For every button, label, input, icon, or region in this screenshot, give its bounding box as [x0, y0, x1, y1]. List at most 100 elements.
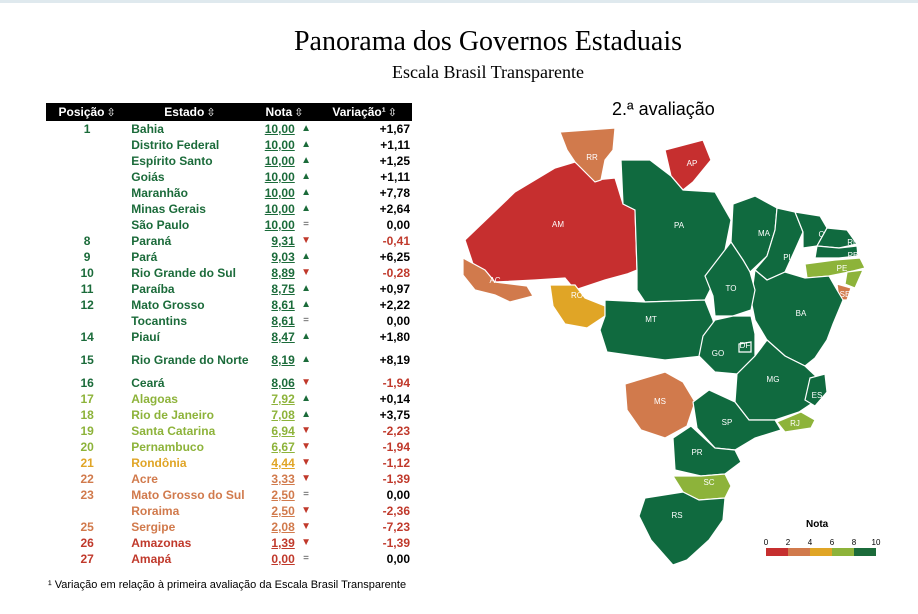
state-rn[interactable]: [816, 227, 859, 249]
score-cell[interactable]: 8,89: [271, 266, 295, 280]
score-cell[interactable]: 1,39: [271, 536, 295, 550]
variation-cell: -2,36: [382, 504, 410, 518]
legend-swatch: [766, 548, 788, 556]
state-pr[interactable]: [672, 425, 742, 477]
variation-cell: -7,23: [382, 520, 410, 534]
score-cell[interactable]: 6,67: [271, 440, 295, 454]
variation-cell: +8,19: [379, 353, 410, 367]
header-position[interactable]: Posição ⇳: [46, 103, 129, 121]
down-arrow-icon: ▼: [301, 505, 312, 516]
position-cell: 12: [80, 298, 94, 312]
state-rj[interactable]: [776, 411, 816, 433]
state-label: DF: [740, 341, 751, 350]
variation-cell: +1,80: [379, 330, 410, 344]
sort-icon[interactable]: ⇳: [387, 107, 397, 119]
up-arrow-icon: ▲: [301, 251, 312, 262]
score-cell[interactable]: 7,92: [271, 392, 295, 406]
score-cell[interactable]: 10,00: [264, 218, 295, 232]
header-variation[interactable]: Variação¹ ⇳: [317, 103, 412, 121]
header-score[interactable]: Nota ⇳: [251, 103, 318, 121]
state-label: TO: [726, 284, 737, 293]
position-cell: 11: [80, 282, 94, 296]
table-row: 20 Pernambuco 6,67 ▼ -1,94: [46, 439, 412, 455]
legend-swatch: [788, 548, 810, 556]
score-cell[interactable]: 8,61: [271, 314, 295, 328]
sort-icon[interactable]: ⇳: [106, 107, 116, 119]
state-ms[interactable]: [624, 371, 696, 439]
table-row: 27 Amapá 0,00 = 0,00: [46, 551, 412, 567]
position-cell: [46, 185, 128, 201]
score-cell[interactable]: 10,00: [264, 186, 295, 200]
state-cell: Piauí: [131, 330, 160, 344]
score-cell[interactable]: 9,03: [271, 250, 295, 264]
score-cell[interactable]: 4,44: [271, 456, 295, 470]
state-pb[interactable]: [814, 245, 859, 259]
score-cell[interactable]: 10,00: [264, 154, 295, 168]
position-cell: 22: [80, 472, 94, 486]
state-ba[interactable]: [750, 268, 844, 367]
state-cell: Roraima: [131, 504, 180, 518]
score-cell[interactable]: 10,00: [264, 138, 295, 152]
table-row: 25 Sergipe 2,08 ▼ -7,23: [46, 519, 412, 535]
state-label: SP: [722, 418, 733, 427]
score-cell[interactable]: 10,00: [264, 122, 295, 136]
variation-cell: +1,67: [379, 122, 410, 136]
up-arrow-icon: ▲: [301, 203, 312, 214]
sort-icon[interactable]: ⇳: [294, 107, 304, 119]
up-arrow-icon: ▲: [301, 187, 312, 198]
state-label: MT: [645, 315, 657, 324]
state-ac[interactable]: [462, 256, 534, 303]
state-sp[interactable]: [692, 389, 782, 451]
ranking-body: 1 Bahia 10,00 ▲ +1,67 Distrito Federal 10,00 ▲ +…: [46, 121, 412, 567]
page-title: Panorama dos Governos Estaduais: [293, 26, 683, 57]
position-cell: [46, 503, 128, 519]
state-cell: Rio Grande do Sul: [131, 266, 236, 280]
legend-title: Nota: [806, 519, 829, 530]
header-state[interactable]: Estado ⇳: [128, 103, 252, 121]
state-label: PB: [848, 251, 859, 260]
state-label: GO: [712, 349, 724, 358]
state-cell: Paraná: [131, 234, 172, 248]
score-cell[interactable]: 6,94: [271, 424, 295, 438]
state-df[interactable]: [738, 341, 752, 353]
score-cell[interactable]: 2,08: [271, 520, 295, 534]
score-cell[interactable]: 10,00: [264, 170, 295, 184]
score-cell[interactable]: 3,33: [271, 472, 295, 486]
table-row: Tocantins 8,61 = 0,00: [46, 313, 412, 329]
score-cell[interactable]: 2,50: [271, 488, 295, 502]
state-go[interactable]: [698, 315, 756, 375]
state-rs[interactable]: [638, 491, 726, 566]
down-arrow-icon: ▼: [301, 537, 312, 548]
score-cell[interactable]: 8,19: [271, 353, 295, 367]
state-al[interactable]: [844, 269, 864, 289]
table-row: Goiás 10,00 ▲ +1,11: [46, 169, 412, 185]
score-cell[interactable]: 9,31: [271, 234, 295, 248]
score-cell[interactable]: 8,75: [271, 282, 295, 296]
sort-icon[interactable]: ⇳: [206, 107, 216, 119]
up-arrow-icon: ▲: [301, 299, 312, 310]
state-mt[interactable]: [599, 299, 718, 361]
score-cell[interactable]: 8,06: [271, 376, 295, 390]
state-cell: Minas Gerais: [131, 202, 206, 216]
score-cell[interactable]: 2,50: [271, 504, 295, 518]
state-label: AM: [552, 220, 564, 229]
state-to[interactable]: [704, 240, 756, 317]
score-cell[interactable]: 8,47: [271, 330, 295, 344]
score-cell[interactable]: 0,00: [271, 552, 295, 566]
score-cell[interactable]: 7,08: [271, 408, 295, 422]
state-es[interactable]: [804, 373, 828, 407]
state-label: BA: [796, 309, 807, 318]
state-cell: Goiás: [131, 170, 165, 184]
state-am[interactable]: [464, 161, 638, 291]
state-rr[interactable]: [559, 127, 616, 183]
down-arrow-icon: ▼: [301, 441, 312, 452]
table-row: 26 Amazonas 1,39 ▼ -1,39: [46, 535, 412, 551]
score-cell[interactable]: 10,00: [264, 202, 295, 216]
page-subtitle: Escala Brasil Transparente: [392, 62, 584, 82]
state-cell: Pará: [131, 250, 158, 264]
legend-tick: 0: [764, 538, 769, 547]
table-row: 11 Paraíba 8,75 ▲ +0,97: [46, 281, 412, 297]
state-label: SE: [840, 290, 851, 299]
position-cell: [46, 153, 128, 169]
score-cell[interactable]: 8,61: [271, 298, 295, 312]
